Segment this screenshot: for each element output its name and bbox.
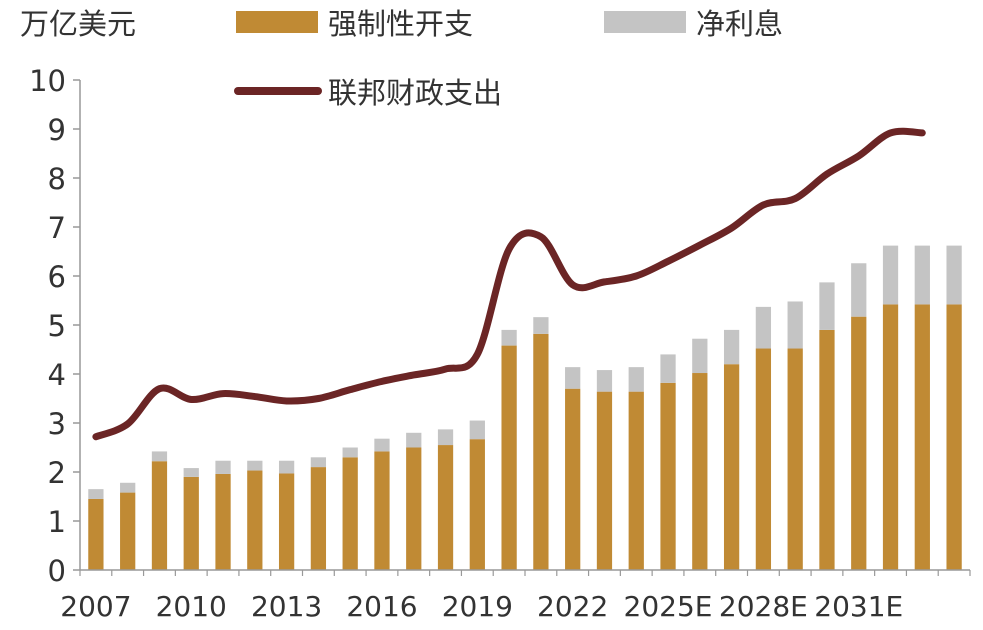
bar-mandatory [342, 457, 358, 570]
bar-mandatory [533, 333, 549, 570]
bar-mandatory [469, 439, 485, 570]
y-tick-label: 10 [29, 64, 66, 98]
bar-mandatory [628, 391, 644, 570]
legend: 强制性开支 净利息 联邦财政支出 [234, 7, 783, 110]
bar-mandatory [278, 473, 295, 570]
bar-interest [596, 370, 613, 392]
y-tick-label: 8 [48, 162, 66, 196]
bar-interest [310, 457, 327, 468]
bar-interest [723, 329, 740, 365]
bar-mandatory [215, 473, 231, 570]
bar-mandatory [183, 476, 199, 570]
bar-mandatory [755, 348, 772, 570]
bar-mandatory [692, 373, 708, 570]
bar-series [88, 245, 962, 570]
x-axis: 2007 2010 2013 2016 2019 2022 2025E 2028E 2031E [60, 569, 971, 623]
bar-interest [787, 301, 803, 349]
bar-interest [755, 306, 772, 349]
x-tick-label: 2031E [814, 590, 903, 623]
bar-mandatory [310, 467, 327, 570]
unit-label: 万亿美元 [20, 7, 136, 41]
bar-mandatory [120, 492, 136, 570]
bar-interest [882, 245, 899, 305]
legend-swatch-interest [604, 11, 686, 33]
x-tick-label: 2013 [251, 590, 322, 623]
y-tick-label: 0 [48, 554, 66, 588]
bar-mandatory [247, 470, 263, 570]
bar-mandatory [406, 447, 422, 570]
bar-interest [342, 447, 358, 458]
bar-mandatory [596, 391, 613, 570]
bar-mandatory [851, 316, 867, 570]
bar-interest [819, 282, 835, 330]
x-tick-label: 2016 [346, 590, 417, 623]
bar-interest [215, 460, 231, 474]
bar-interest [692, 338, 708, 374]
y-tick-label: 6 [48, 260, 66, 294]
bar-interest [437, 429, 454, 446]
bar-interest [914, 245, 930, 305]
bar-mandatory [565, 388, 581, 570]
bar-mandatory [660, 382, 676, 570]
bar-interest [946, 245, 962, 305]
x-tick-label: 2025E [624, 590, 713, 623]
bar-mandatory [374, 451, 390, 570]
bar-interest [533, 317, 549, 334]
bar-mandatory [946, 304, 962, 570]
bar-mandatory [819, 329, 835, 570]
bar-interest [501, 329, 517, 346]
bar-interest [247, 460, 263, 471]
bar-interest [374, 438, 390, 452]
y-tick-label: 3 [48, 407, 66, 441]
y-tick-label: 5 [48, 309, 66, 343]
y-tick-label: 9 [48, 113, 66, 147]
bar-mandatory [882, 304, 899, 570]
bar-interest [151, 451, 168, 462]
bar-interest [565, 367, 581, 389]
legend-swatch-mandatory [236, 11, 318, 33]
x-tick-label: 2028E [719, 590, 808, 623]
bar-interest [278, 460, 295, 474]
x-tick-label: 2019 [442, 590, 513, 623]
y-tick-label: 7 [48, 211, 66, 245]
bar-mandatory [723, 364, 740, 570]
legend-label-interest: 净利息 [696, 7, 783, 41]
bar-interest [660, 354, 676, 383]
y-tick-label: 1 [48, 505, 66, 539]
line-series-total [92, 127, 926, 441]
y-axis: 0 1 2 3 4 5 6 7 8 9 10 [29, 64, 81, 588]
x-tick-label: 2007 [60, 590, 131, 623]
x-tick-label: 2010 [156, 590, 227, 623]
bar-interest [406, 432, 422, 448]
bar-interest [120, 482, 136, 493]
bar-mandatory [437, 445, 454, 570]
bar-mandatory [151, 461, 168, 570]
x-tick-label: 2022 [537, 590, 608, 623]
bar-interest [183, 468, 199, 477]
bar-mandatory [787, 348, 803, 570]
y-tick-label: 4 [48, 358, 66, 392]
bar-interest [469, 420, 485, 440]
bar-mandatory [501, 345, 517, 570]
legend-label-total: 联邦财政支出 [328, 76, 502, 110]
bar-interest [88, 489, 104, 499]
y-tick-label: 2 [48, 456, 66, 490]
bar-interest [851, 263, 867, 317]
legend-label-mandatory: 强制性开支 [328, 7, 473, 41]
bar-mandatory [914, 304, 930, 570]
bar-interest [628, 367, 644, 392]
bar-mandatory [88, 498, 104, 570]
